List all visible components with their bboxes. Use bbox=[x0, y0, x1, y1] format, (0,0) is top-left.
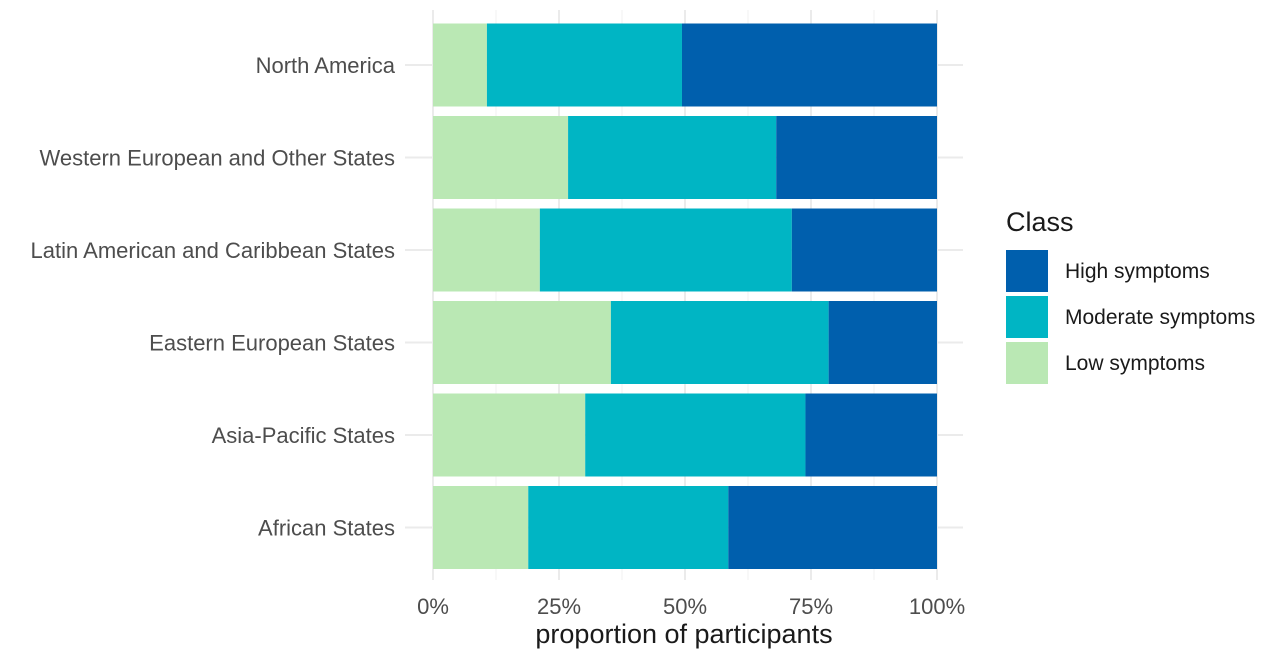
bar-asia-pacific-states-high-symptoms bbox=[805, 393, 937, 477]
legend-label: Moderate symptoms bbox=[1065, 306, 1255, 329]
bar-asia-pacific-states-low-symptoms bbox=[433, 393, 586, 477]
bar-latin-american-and-caribbean-states-moderate-symptoms bbox=[539, 208, 792, 292]
bar-african-states-high-symptoms bbox=[728, 486, 937, 569]
bar-eastern-european-states-high-symptoms bbox=[828, 301, 937, 384]
x-tick-label: 100% bbox=[909, 594, 965, 619]
bar-eastern-european-states-moderate-symptoms bbox=[610, 301, 829, 384]
legend-swatch bbox=[1006, 296, 1048, 338]
legend: Class High symptoms Moderate symptoms Low … bbox=[1006, 207, 1255, 384]
legend-title: Class bbox=[1006, 207, 1074, 237]
bar-western-european-and-other-states-high-symptoms bbox=[776, 116, 937, 199]
x-tick-label: 0% bbox=[417, 594, 449, 619]
legend-swatch bbox=[1006, 250, 1048, 292]
bar-latin-american-and-caribbean-states-low-symptoms bbox=[433, 208, 540, 292]
legend-label: Low symptoms bbox=[1065, 352, 1205, 375]
legend-label: High symptoms bbox=[1065, 260, 1210, 283]
category-label: Western European and Other States bbox=[40, 146, 395, 171]
bar-african-states-low-symptoms bbox=[433, 486, 529, 569]
bar-north-america-high-symptoms bbox=[681, 23, 937, 107]
category-label: Eastern European States bbox=[149, 331, 395, 356]
bar-north-america-moderate-symptoms bbox=[486, 23, 682, 107]
x-axis-title: proportion of participants bbox=[535, 619, 832, 649]
category-labels: North America Western European and Other … bbox=[31, 53, 396, 541]
x-tick-label: 75% bbox=[789, 594, 833, 619]
bars bbox=[433, 23, 937, 569]
bar-western-european-and-other-states-moderate-symptoms bbox=[568, 116, 777, 199]
bar-western-european-and-other-states-low-symptoms bbox=[433, 116, 569, 199]
legend-swatch bbox=[1006, 342, 1048, 384]
bar-north-america-low-symptoms bbox=[433, 23, 487, 107]
category-label: African States bbox=[258, 516, 395, 541]
bar-latin-american-and-caribbean-states-high-symptoms bbox=[791, 208, 937, 292]
bar-african-states-moderate-symptoms bbox=[528, 486, 729, 569]
bar-eastern-european-states-low-symptoms bbox=[433, 301, 611, 384]
x-tick-label: 25% bbox=[537, 594, 581, 619]
category-label: Latin American and Caribbean States bbox=[31, 238, 395, 263]
x-tick-label: 50% bbox=[663, 594, 707, 619]
category-label: North America bbox=[256, 53, 396, 78]
bar-asia-pacific-states-moderate-symptoms bbox=[585, 393, 806, 477]
category-label: Asia-Pacific States bbox=[212, 423, 395, 448]
x-tick-labels: 0% 25% 50% 75% 100% bbox=[417, 594, 965, 619]
